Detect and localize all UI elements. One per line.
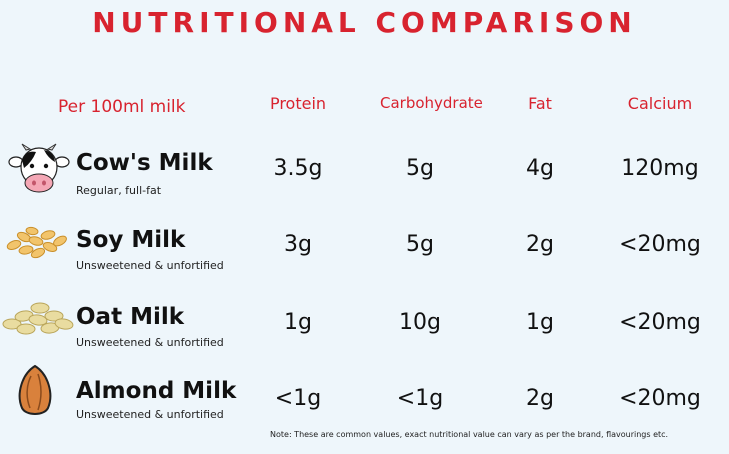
calcium-value: <20mg bbox=[619, 310, 701, 335]
almond-icon bbox=[18, 364, 52, 415]
milk-description: Unsweetened & unfortified bbox=[76, 408, 224, 421]
protein-value: 1g bbox=[284, 310, 312, 335]
calcium-value: <20mg bbox=[619, 386, 701, 411]
milk-name: Oat Milk bbox=[76, 304, 185, 330]
table-row: Soy Milk Unsweetened & unfortified 3g 5g… bbox=[0, 217, 729, 287]
table-row: Cow's Milk Regular, full-fat 3.5g 5g 4g … bbox=[0, 140, 729, 210]
table-row: Almond Milk Unsweetened & unfortified <1… bbox=[0, 364, 729, 438]
column-header-protein: Protein bbox=[269, 94, 327, 113]
milk-description: Unsweetened & unfortified bbox=[76, 259, 224, 272]
milk-name: Soy Milk bbox=[76, 227, 186, 253]
column-header-fat: Fat bbox=[528, 94, 552, 113]
calcium-value: 120mg bbox=[621, 156, 699, 181]
oats-icon bbox=[2, 302, 74, 335]
column-header-calcium: Calcium bbox=[627, 94, 693, 113]
fat-value: 2g bbox=[526, 232, 554, 257]
carbohydrate-value: 10g bbox=[399, 310, 441, 335]
milk-description: Regular, full-fat bbox=[76, 184, 162, 197]
table-row: Oat Milk Unsweetened & unfortified 1g 10… bbox=[0, 294, 729, 364]
carbohydrate-value: 5g bbox=[406, 156, 434, 181]
fat-value: 4g bbox=[526, 156, 554, 181]
carbohydrate-value: <1g bbox=[396, 386, 444, 411]
protein-value: 3g bbox=[284, 232, 312, 257]
protein-value: <1g bbox=[274, 386, 322, 411]
fat-value: 2g bbox=[526, 386, 554, 411]
cow-icon bbox=[8, 143, 70, 193]
milk-name: Almond Milk bbox=[76, 378, 237, 404]
column-header-per-100ml: Per 100ml milk bbox=[58, 97, 186, 117]
milk-name: Cow's Milk bbox=[76, 150, 213, 176]
milk-description: Unsweetened & unfortified bbox=[76, 336, 224, 349]
protein-value: 3.5g bbox=[273, 156, 323, 181]
column-header-carbohydrate: Carbohydrate bbox=[380, 94, 483, 112]
footnote: Note: These are common values, exact nut… bbox=[270, 430, 669, 439]
calcium-value: <20mg bbox=[619, 232, 701, 257]
soybeans-icon bbox=[6, 226, 67, 259]
page-title: NUTRITIONAL COMPARISON bbox=[92, 6, 637, 39]
carbohydrate-value: 5g bbox=[406, 232, 434, 257]
fat-value: 1g bbox=[526, 310, 554, 335]
